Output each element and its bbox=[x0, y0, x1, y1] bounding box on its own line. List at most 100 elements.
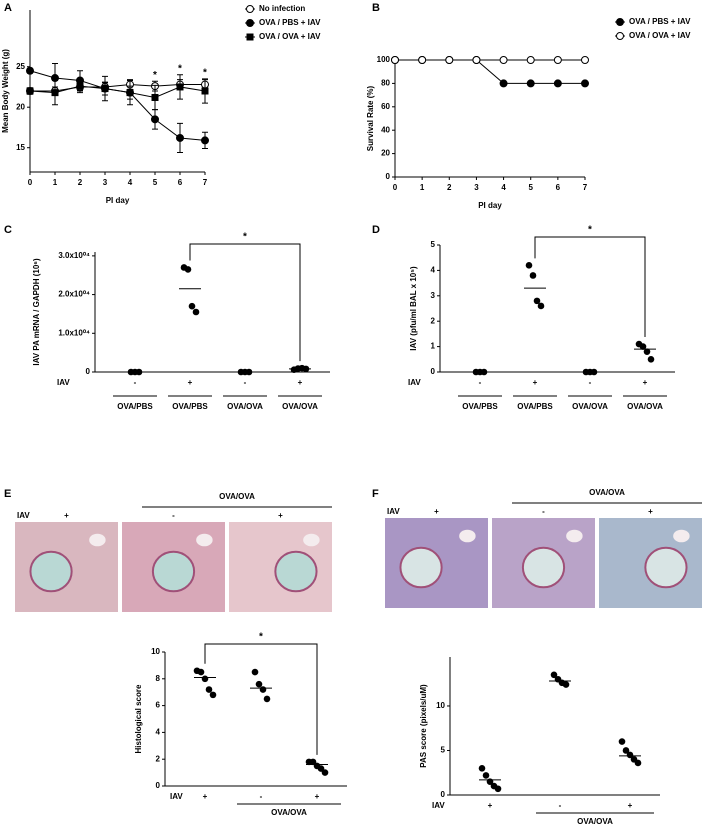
category-label: OVA/OVA bbox=[627, 402, 663, 411]
x-tick-label: 4 bbox=[501, 183, 506, 192]
histology-lumen bbox=[151, 550, 196, 593]
data-point bbox=[76, 82, 84, 90]
legend-label: OVA / OVA + IAV bbox=[629, 31, 691, 40]
data-point bbox=[309, 758, 317, 766]
x-tick-label: 5 bbox=[528, 183, 533, 192]
y-tick-label: 0 bbox=[156, 781, 161, 790]
y-tick-label: 0 bbox=[441, 790, 446, 799]
image-group-label: OVA/OVA bbox=[219, 492, 255, 501]
y-tick-label: 6 bbox=[156, 701, 161, 710]
x-tick-label: 2 bbox=[447, 183, 452, 192]
data-point bbox=[618, 738, 626, 745]
data-point bbox=[51, 89, 59, 97]
data-point bbox=[526, 79, 535, 88]
data-point bbox=[205, 686, 213, 693]
series-line bbox=[29, 85, 206, 98]
y-tick-label: 5 bbox=[441, 746, 446, 755]
x-tick-label: 6 bbox=[556, 183, 561, 192]
condition-label: + bbox=[488, 801, 493, 810]
image-condition-label: - bbox=[542, 507, 545, 516]
data-point bbox=[184, 266, 192, 273]
data-point bbox=[445, 56, 454, 64]
data-point bbox=[553, 79, 562, 88]
y-tick-label: 100 bbox=[377, 55, 391, 64]
x-tick-label: 3 bbox=[103, 178, 108, 187]
condition-label: + bbox=[643, 378, 648, 387]
panel-label: D bbox=[372, 224, 380, 236]
condition-label: + bbox=[188, 378, 193, 387]
significance-mark: * bbox=[178, 63, 182, 74]
y-tick-label: 4 bbox=[156, 728, 161, 737]
condition-label: - bbox=[589, 378, 592, 387]
data-point bbox=[529, 272, 537, 279]
y-tick-label: 4 bbox=[431, 266, 436, 275]
data-point bbox=[525, 262, 533, 269]
data-point bbox=[581, 79, 589, 88]
condition-label: - bbox=[134, 378, 137, 387]
y-tick-label: 1 bbox=[431, 342, 436, 351]
x-axis-label: PI day bbox=[478, 201, 502, 210]
condition-label: + bbox=[203, 792, 208, 801]
data-point bbox=[418, 56, 427, 64]
x-tick-label: 6 bbox=[178, 178, 183, 187]
data-point bbox=[126, 89, 134, 97]
significance-mark: * bbox=[259, 632, 263, 643]
data-point bbox=[647, 356, 655, 363]
data-point bbox=[639, 343, 647, 350]
data-point bbox=[550, 671, 558, 679]
x-tick-label: 4 bbox=[128, 178, 133, 187]
legend-label: OVA / PBS + IAV bbox=[259, 18, 321, 27]
data-point bbox=[533, 297, 541, 305]
histology-lumen bbox=[673, 529, 690, 543]
y-axis-label: Survival Rate (%) bbox=[366, 85, 375, 151]
data-point bbox=[201, 675, 209, 683]
y-tick-label: 0 bbox=[86, 367, 91, 376]
y-axis-label: Mean Body Weight (g) bbox=[1, 49, 10, 133]
data-point bbox=[151, 115, 159, 124]
x-tick-label: 3 bbox=[474, 183, 479, 192]
histology-lumen bbox=[399, 546, 443, 589]
histology-lumen bbox=[29, 550, 73, 593]
condition-label: + bbox=[628, 801, 633, 810]
group-label: OVA/OVA bbox=[271, 808, 307, 817]
x-tick-label: 1 bbox=[53, 178, 58, 187]
data-point bbox=[263, 695, 271, 703]
legend-marker bbox=[246, 5, 254, 13]
data-point bbox=[209, 691, 217, 699]
panel-label: B bbox=[372, 2, 380, 14]
data-point bbox=[255, 680, 263, 688]
row-label: IAV bbox=[57, 378, 70, 387]
y-tick-label: 2 bbox=[431, 316, 436, 325]
category-label: OVA/PBS bbox=[517, 402, 553, 411]
image-group-label: OVA/OVA bbox=[589, 488, 625, 497]
row-label: IAV bbox=[408, 378, 421, 387]
condition-label: + bbox=[533, 378, 538, 387]
data-point bbox=[562, 681, 570, 688]
data-point bbox=[151, 93, 159, 101]
data-point bbox=[391, 56, 399, 64]
category-label: OVA/OVA bbox=[572, 402, 608, 411]
data-point bbox=[634, 759, 642, 767]
y-tick-label: 5 bbox=[431, 240, 436, 249]
data-point bbox=[622, 747, 630, 754]
y-tick-label: 8 bbox=[156, 674, 161, 683]
histology-lumen bbox=[89, 533, 106, 547]
histology-lumen bbox=[303, 533, 320, 547]
image-condition-label: + bbox=[278, 511, 283, 520]
significance-mark: * bbox=[203, 67, 207, 78]
panel-label: C bbox=[4, 224, 12, 236]
data-point bbox=[317, 765, 325, 772]
group-label: OVA/OVA bbox=[577, 817, 613, 826]
condition-label: + bbox=[298, 378, 303, 387]
data-point bbox=[176, 83, 184, 91]
y-tick-label: 20 bbox=[381, 149, 390, 158]
y-tick-label: 10 bbox=[436, 701, 445, 710]
y-tick-label: 15 bbox=[16, 143, 25, 152]
significance-bracket bbox=[189, 243, 301, 362]
y-tick-label: 25 bbox=[16, 62, 25, 71]
data-point bbox=[626, 751, 634, 759]
data-point bbox=[482, 772, 490, 779]
y-axis-label: IAV (pfu/ml BAL x 10⁵) bbox=[409, 266, 418, 351]
panel-label: F bbox=[372, 488, 379, 500]
legend-label: OVA / PBS + IAV bbox=[629, 17, 691, 26]
